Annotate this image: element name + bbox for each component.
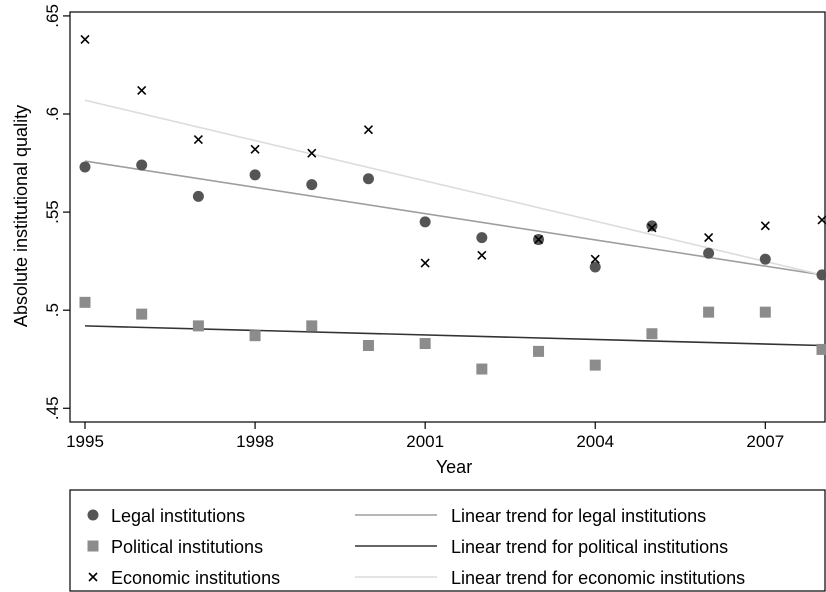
x-marker-stroke xyxy=(307,148,317,158)
x-axis: 1995 1998 2001 2004 2007 xyxy=(66,422,784,451)
data-point xyxy=(476,363,488,375)
x-marker-stroke xyxy=(647,223,657,233)
legend-marker xyxy=(87,540,99,552)
data-point xyxy=(589,261,601,273)
data-point xyxy=(249,330,261,342)
data-point xyxy=(646,328,658,340)
data-point xyxy=(136,159,148,171)
data-point xyxy=(420,258,430,268)
data-point xyxy=(307,148,317,158)
data-point xyxy=(703,247,715,259)
data-point xyxy=(363,125,374,135)
y-tick-label: .5 xyxy=(43,303,62,317)
x-marker-stroke xyxy=(590,254,600,264)
data-point xyxy=(192,190,204,202)
y-axis: .45 .5 .55 .6 .65 xyxy=(43,4,70,420)
data-point xyxy=(759,306,771,318)
data-point xyxy=(816,269,826,281)
x-tick-label: 1995 xyxy=(66,432,104,451)
data-point xyxy=(477,250,487,260)
data-point xyxy=(250,144,260,154)
data-point xyxy=(249,169,261,181)
plot-area xyxy=(69,11,826,423)
x-tick-label: 1998 xyxy=(236,432,274,451)
legend-label: Linear trend for legal institutions xyxy=(451,506,706,526)
y-tick-label: .45 xyxy=(43,396,62,420)
x-marker-stroke xyxy=(88,572,98,582)
data-point xyxy=(817,215,826,225)
data-point xyxy=(590,254,600,264)
x-tick-label: 2007 xyxy=(746,432,784,451)
data-point xyxy=(533,345,545,357)
data-point xyxy=(362,173,374,185)
x-tick-label: 2004 xyxy=(576,432,614,451)
data-point xyxy=(476,232,488,244)
data-point xyxy=(533,234,544,245)
x-marker-stroke xyxy=(420,258,430,268)
data-point xyxy=(589,359,601,371)
x-marker-stroke xyxy=(80,34,90,45)
x-marker-stroke xyxy=(817,215,826,225)
data-point xyxy=(419,338,431,350)
data-point xyxy=(419,216,431,228)
x-marker-stroke xyxy=(477,250,487,260)
data-point xyxy=(306,320,318,332)
legend: Legal institutions Political institutions… xyxy=(69,489,826,592)
x-tick-label: 2001 xyxy=(406,432,444,451)
x-marker-stroke xyxy=(533,234,544,245)
data-point xyxy=(306,179,318,191)
x-marker-stroke xyxy=(363,125,374,135)
x-marker-stroke xyxy=(704,233,714,243)
trend-line xyxy=(84,325,823,347)
legend-label: Linear trend for economic institutions xyxy=(451,568,745,588)
x-axis-title: Year xyxy=(436,457,472,477)
data-point xyxy=(136,308,148,320)
legend-label: Political institutions xyxy=(111,537,263,557)
x-marker-stroke xyxy=(250,144,260,154)
legend-marker xyxy=(88,572,98,582)
y-tick-label: .55 xyxy=(43,200,62,224)
trend-line xyxy=(84,160,823,276)
legend-marker xyxy=(87,509,99,521)
trend-line xyxy=(84,99,823,276)
data-point xyxy=(760,221,770,231)
data-point xyxy=(362,339,374,351)
data-point xyxy=(192,320,204,332)
data-point xyxy=(647,223,657,233)
x-marker-stroke xyxy=(193,134,203,145)
x-marker-stroke xyxy=(137,85,147,96)
legend-box xyxy=(69,489,826,592)
data-point xyxy=(80,34,90,45)
y-tick-label: .6 xyxy=(43,107,62,121)
data-point xyxy=(703,306,715,318)
y-axis-title: Absolute institutional quality xyxy=(11,105,31,327)
legend-label: Linear trend for political institutions xyxy=(451,537,728,557)
legend-label: Legal institutions xyxy=(111,506,245,526)
data-point xyxy=(646,220,658,232)
data-point xyxy=(137,85,147,96)
data-point xyxy=(704,233,714,243)
data-point xyxy=(816,343,826,355)
x-marker-stroke xyxy=(760,221,770,231)
legend-label: Economic institutions xyxy=(111,568,280,588)
data-point xyxy=(79,161,91,173)
y-tick-label: .65 xyxy=(43,4,62,28)
data-point xyxy=(79,296,91,308)
data-point xyxy=(759,253,771,265)
data-point xyxy=(193,134,203,145)
